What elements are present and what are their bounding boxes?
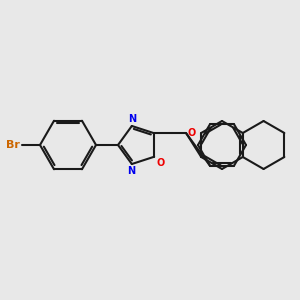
Text: O: O <box>187 128 195 138</box>
Text: N: N <box>127 166 135 176</box>
Text: N: N <box>128 114 136 124</box>
Text: Br: Br <box>6 140 20 150</box>
Text: O: O <box>156 158 164 168</box>
